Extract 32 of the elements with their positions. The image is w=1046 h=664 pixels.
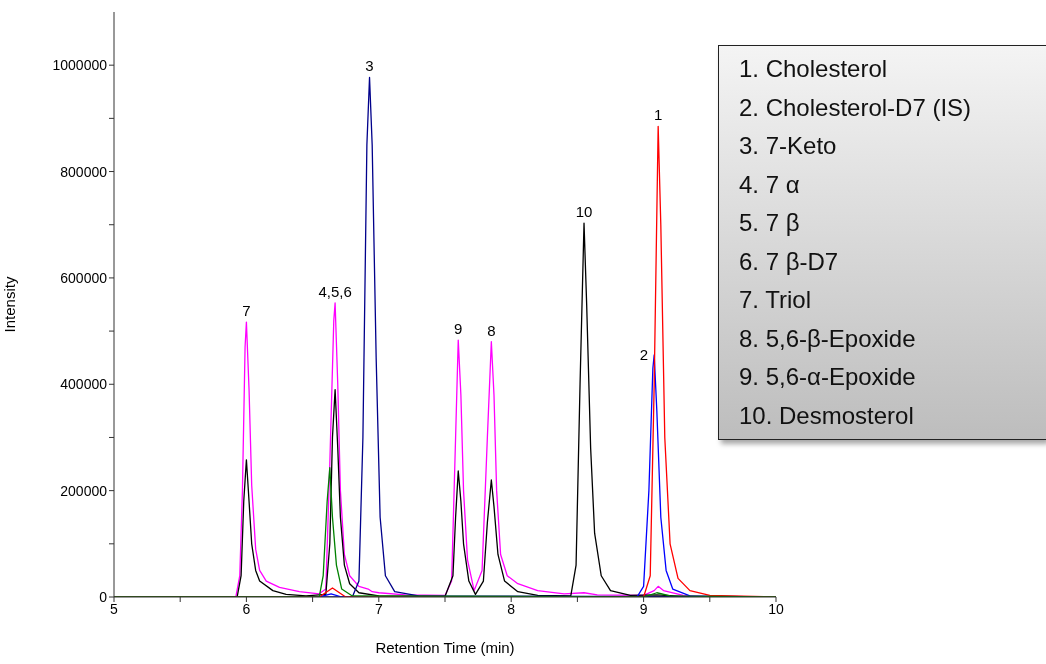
annotation: 2. Cholesterol-D7 (IS) <box>739 92 973 123</box>
annotation: 3. 7-Keto <box>739 131 838 161</box>
annotation: 10 <box>575 203 593 221</box>
x-axis-title: Retention Time (min) <box>375 639 515 656</box>
x-tick-label: 8 <box>507 600 516 617</box>
x-tick-label: 10 <box>768 600 784 617</box>
x-tick-label: 6 <box>242 600 251 617</box>
annotation: 9. 5,6-α-Epoxide <box>739 362 917 392</box>
annotation: 1 <box>653 106 663 124</box>
annotation: 3 <box>365 57 374 75</box>
annotation: 4,5,6 <box>318 282 352 300</box>
annotation: 8. 5,6-β-Epoxide <box>739 323 917 354</box>
annotation: 5. 7 β <box>739 208 801 238</box>
x-tick-label: 7 <box>374 600 383 617</box>
y-tick-label: 0 <box>99 588 108 605</box>
annotation: 6. 7 β-D7 <box>739 246 840 277</box>
y-axis-title: Intensity <box>1 276 19 333</box>
annotation: 2 <box>639 346 649 364</box>
y-tick-label: 200000 <box>60 482 108 499</box>
y-tick-label: 400000 <box>60 376 108 393</box>
annotation: 1. Cholesterol <box>739 54 889 84</box>
y-tick-label: 1000000 <box>52 57 108 74</box>
annotation: 8 <box>487 321 496 339</box>
annotation: 7. Triol <box>739 285 813 315</box>
y-tick-label: 800000 <box>60 163 108 180</box>
annotation: 9 <box>454 320 463 338</box>
y-tick-label: 600000 <box>60 269 108 286</box>
annotation: 4. 7 α <box>739 169 801 200</box>
annotation: 7 <box>242 302 251 320</box>
x-tick-label: 5 <box>110 600 119 617</box>
annotation: 10. Desmosterol <box>739 400 915 431</box>
x-tick-label: 9 <box>639 600 648 617</box>
